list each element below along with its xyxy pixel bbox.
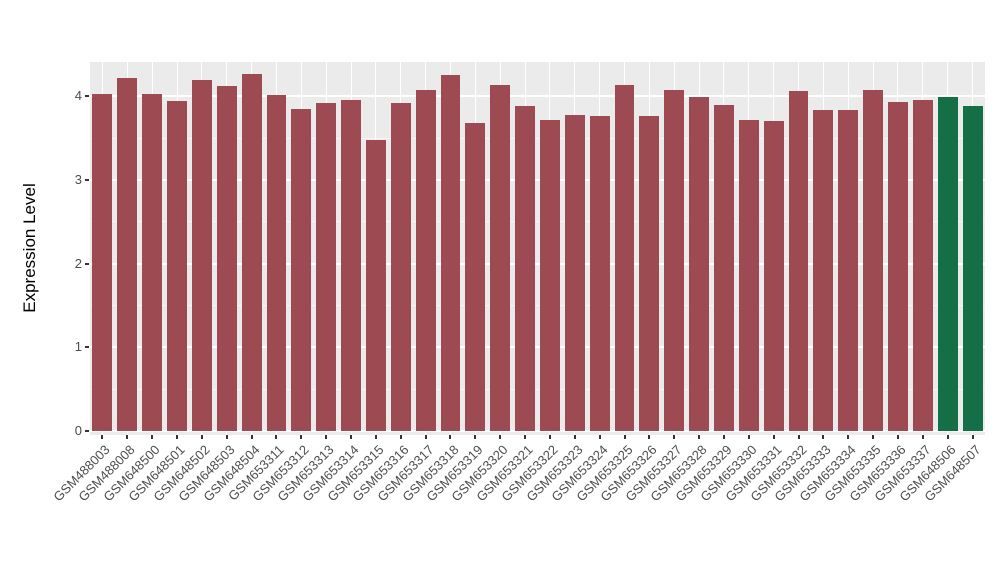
x-tick-mark — [101, 435, 104, 439]
bar-GSM653313 — [316, 103, 337, 431]
bar-GSM653323 — [564, 114, 585, 431]
x-tick-mark — [524, 435, 527, 439]
x-axis: GSM488003 GSM488008 GSM648500 GSM648501 GSM6… — [51, 435, 985, 580]
bar-GSM648507 — [962, 105, 983, 431]
bar-GSM653315 — [365, 139, 386, 431]
bar-GSM653312 — [291, 108, 312, 431]
bar-GSM648504 — [241, 73, 262, 431]
bar-GSM653325 — [614, 84, 635, 431]
bar-GSM653324 — [589, 116, 610, 431]
bar-GSM648502 — [191, 79, 212, 431]
bar-GSM488008 — [117, 77, 138, 431]
bar-GSM653311 — [266, 95, 287, 431]
bar-GSM648503 — [216, 86, 237, 431]
y-tick-label: 0 — [74, 423, 82, 438]
bar-GSM653332 — [788, 91, 809, 431]
x-tick-mark — [548, 435, 551, 439]
y-tick-label: 2 — [74, 255, 82, 271]
y-tick-label: 1 — [74, 339, 82, 355]
x-tick-mark — [449, 435, 452, 439]
bar-GSM653329 — [714, 104, 734, 431]
x-tick-mark — [200, 435, 203, 439]
bar-GSM653327 — [664, 89, 685, 431]
bar-GSM648500 — [142, 93, 163, 431]
bar-GSM653333 — [813, 109, 834, 431]
x-tick-mark — [250, 435, 253, 439]
x-tick-mark — [573, 435, 576, 439]
x-tick-mark — [374, 435, 377, 439]
minor-gridline — [90, 388, 985, 390]
bar-GSM488003 — [92, 93, 113, 431]
x-tick-mark — [797, 435, 800, 439]
minor-gridline — [90, 137, 985, 139]
y-tick-mark — [85, 178, 89, 181]
y-tick-mark — [85, 346, 89, 349]
x-tick-mark — [126, 435, 129, 439]
major-gridline — [90, 346, 985, 349]
major-gridline — [90, 430, 985, 432]
x-tick-mark — [673, 435, 676, 439]
x-tick-mark — [946, 435, 949, 439]
bar-GSM653317 — [415, 90, 436, 431]
x-tick-mark — [698, 435, 701, 439]
x-tick-mark — [772, 435, 775, 439]
x-tick-mark — [648, 435, 651, 439]
x-tick-mark — [598, 435, 601, 439]
plot-panel — [90, 62, 985, 435]
bar-GSM653337 — [912, 99, 933, 431]
bar-GSM653319 — [465, 123, 486, 431]
x-tick-mark — [499, 435, 502, 439]
x-tick-mark — [300, 435, 303, 439]
major-gridline — [90, 178, 985, 181]
y-tick-label: 3 — [74, 171, 82, 187]
y-tick-mark — [85, 262, 89, 265]
y-axis-title: Expression Level — [20, 183, 39, 313]
bar-GSM648506 — [937, 97, 958, 431]
x-tick-mark — [872, 435, 875, 439]
x-tick-mark — [225, 435, 228, 439]
x-tick-mark — [399, 435, 402, 439]
y-tick-label: 4 — [74, 88, 82, 104]
x-tick-mark — [424, 435, 427, 439]
x-tick-mark — [747, 435, 750, 439]
bar-GSM648501 — [167, 100, 187, 431]
x-tick-mark — [623, 435, 626, 439]
bar-GSM653318 — [440, 75, 461, 431]
x-tick-mark — [896, 435, 899, 439]
bar-GSM653321 — [515, 106, 535, 431]
y-tick-mark — [85, 95, 89, 98]
minor-gridline — [90, 305, 985, 306]
bar-GSM653320 — [490, 85, 511, 431]
bar-GSM653336 — [888, 102, 908, 431]
bar-GSM653322 — [539, 119, 560, 431]
x-tick-mark — [325, 435, 328, 439]
bar-GSM653326 — [639, 116, 660, 431]
bar-GSM653334 — [838, 109, 859, 431]
bar-GSM653335 — [863, 90, 884, 431]
x-tick-mark — [921, 435, 924, 439]
bar-GSM653331 — [763, 121, 784, 431]
major-gridline — [90, 262, 985, 265]
bar-GSM653328 — [689, 97, 710, 431]
bar-GSM653316 — [390, 103, 411, 431]
x-tick-mark — [722, 435, 725, 439]
bar-GSM653330 — [738, 119, 759, 431]
x-tick-mark — [275, 435, 278, 439]
bar-GSM653314 — [341, 99, 361, 431]
x-tick-mark — [971, 435, 974, 439]
x-tick-mark — [847, 435, 850, 439]
major-gridline — [90, 95, 985, 98]
x-tick-mark — [474, 435, 477, 439]
x-tick-mark — [350, 435, 353, 439]
minor-gridline — [90, 221, 985, 223]
x-tick-mark — [151, 435, 154, 439]
x-tick-mark — [176, 435, 178, 439]
y-tick-mark — [85, 430, 89, 432]
x-tick-mark — [822, 435, 825, 439]
